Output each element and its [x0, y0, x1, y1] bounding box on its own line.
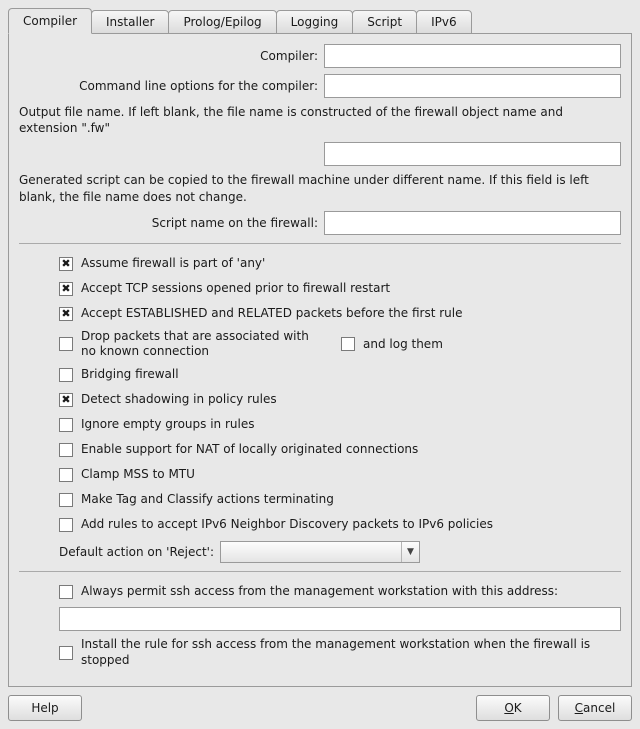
drop-pkts-label: Drop packets that are associated with no… — [81, 329, 321, 360]
cmdline-label: Command line options for the compiler: — [19, 79, 324, 93]
log-them-label: and log them — [363, 337, 443, 353]
tab-ipv6[interactable]: IPv6 — [416, 10, 472, 34]
assume-any-checkbox[interactable]: ✖ — [59, 257, 73, 271]
accept-tcp-label: Accept TCP sessions opened prior to fire… — [81, 281, 390, 297]
reject-combo[interactable]: ▼ — [220, 541, 420, 563]
shadowing-checkbox[interactable]: ✖ — [59, 393, 73, 407]
accept-tcp-checkbox[interactable]: ✖ — [59, 282, 73, 296]
ignore-empty-label: Ignore empty groups in rules — [81, 417, 254, 433]
script-name-input[interactable] — [324, 211, 621, 235]
gen-script-desc: Generated script can be copied to the fi… — [19, 172, 621, 204]
accept-est-checkbox[interactable]: ✖ — [59, 307, 73, 321]
nat-local-checkbox[interactable] — [59, 443, 73, 457]
bridging-label: Bridging firewall — [81, 367, 179, 383]
help-button[interactable]: Help — [8, 695, 82, 721]
ignore-empty-checkbox[interactable] — [59, 418, 73, 432]
make-tag-label: Make Tag and Classify actions terminatin… — [81, 492, 334, 508]
tab-page-compiler: Compiler: Command line options for the c… — [8, 33, 632, 687]
ipv6nd-checkbox[interactable] — [59, 518, 73, 532]
output-file-desc: Output file name. If left blank, the fil… — [19, 104, 621, 136]
tab-prolog-epilog[interactable]: Prolog/Epilog — [168, 10, 276, 34]
cmdline-input[interactable] — [324, 74, 621, 98]
permit-ssh-checkbox[interactable] — [59, 585, 73, 599]
reject-label: Default action on 'Reject': — [59, 545, 214, 559]
permit-ssh-label: Always permit ssh access from the manage… — [81, 584, 558, 600]
assume-any-label: Assume firewall is part of 'any' — [81, 256, 265, 272]
make-tag-checkbox[interactable] — [59, 493, 73, 507]
tab-script[interactable]: Script — [352, 10, 417, 34]
tab-logging[interactable]: Logging — [276, 10, 354, 34]
clamp-mss-checkbox[interactable] — [59, 468, 73, 482]
dialog-window: Compiler Installer Prolog/Epilog Logging… — [0, 0, 640, 729]
chevron-down-icon: ▼ — [401, 542, 419, 562]
bridging-checkbox[interactable] — [59, 368, 73, 382]
tab-strip: Compiler Installer Prolog/Epilog Logging… — [8, 8, 632, 34]
accept-est-label: Accept ESTABLISHED and RELATED packets b… — [81, 306, 462, 322]
button-row: Help OK Cancel — [8, 687, 632, 721]
script-name-label: Script name on the firewall: — [19, 216, 324, 230]
install-ssh-rule-label: Install the rule for ssh access from the… — [81, 637, 601, 668]
tab-installer[interactable]: Installer — [91, 10, 169, 34]
compiler-input[interactable] — [324, 44, 621, 68]
output-file-input[interactable] — [324, 142, 621, 166]
nat-local-label: Enable support for NAT of locally origin… — [81, 442, 418, 458]
log-them-checkbox[interactable] — [341, 337, 355, 351]
clamp-mss-label: Clamp MSS to MTU — [81, 467, 195, 483]
compiler-label: Compiler: — [19, 49, 324, 63]
separator-2 — [19, 571, 621, 572]
separator-1 — [19, 243, 621, 244]
ok-button[interactable]: OK — [476, 695, 550, 721]
drop-pkts-checkbox[interactable] — [59, 337, 73, 351]
tab-compiler[interactable]: Compiler — [8, 8, 92, 34]
shadowing-label: Detect shadowing in policy rules — [81, 392, 277, 408]
ipv6nd-label: Add rules to accept IPv6 Neighbor Discov… — [81, 517, 493, 533]
ssh-address-input[interactable] — [59, 607, 621, 631]
install-ssh-rule-checkbox[interactable] — [59, 646, 73, 660]
cancel-button[interactable]: Cancel — [558, 695, 632, 721]
